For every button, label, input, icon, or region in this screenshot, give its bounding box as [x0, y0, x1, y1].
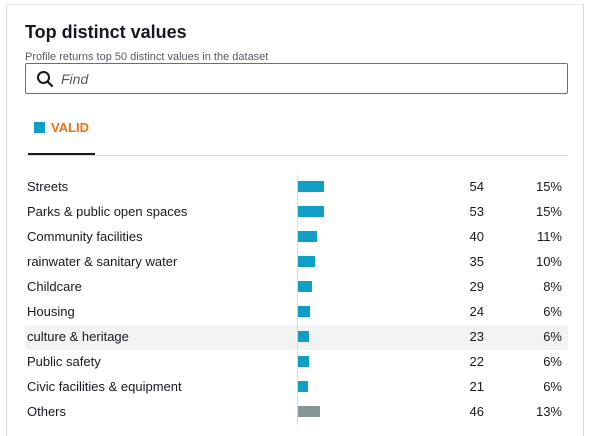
value-percent: 6%: [543, 379, 562, 394]
search-box[interactable]: [25, 63, 568, 94]
bar-axis: [297, 325, 298, 350]
bar-axis: [297, 175, 298, 200]
value-percent: 13%: [535, 404, 562, 419]
value-count: 53: [469, 204, 484, 219]
value-bar: [298, 181, 324, 192]
top-distinct-values-panel: Top distinct values Profile returns top …: [6, 4, 584, 436]
bar-axis: [297, 350, 298, 375]
value-count: 21: [469, 379, 484, 394]
search-input[interactable]: [61, 70, 541, 87]
bar-axis: [297, 300, 298, 325]
value-row: culture & heritage 23 6%: [25, 325, 568, 350]
value-bar: [298, 356, 309, 367]
value-percent: 15%: [535, 179, 562, 194]
value-name: Parks & public open spaces: [27, 204, 188, 219]
value-percent: 6%: [543, 354, 562, 369]
value-name: Housing: [27, 304, 75, 319]
value-name: Civic facilities & equipment: [27, 379, 182, 394]
valid-swatch-icon: [34, 121, 45, 133]
value-row: Housing 24 6%: [25, 300, 568, 325]
value-count: 29: [469, 279, 484, 294]
value-percent: 6%: [543, 329, 562, 344]
bar-axis: [297, 400, 298, 425]
bar-axis: [297, 200, 298, 225]
tab-valid[interactable]: VALID: [28, 115, 95, 155]
value-percent: 15%: [535, 204, 562, 219]
bar-axis: [297, 275, 298, 300]
value-bar: [298, 281, 312, 292]
value-row: Public safety 22 6%: [25, 350, 568, 375]
value-name: Community facilities: [27, 229, 143, 244]
search-icon: [36, 70, 54, 88]
tab-valid-label: VALID: [51, 119, 90, 135]
value-bar: [298, 306, 310, 317]
value-name: Public safety: [27, 354, 101, 369]
value-bar: [298, 256, 315, 267]
value-count: 54: [469, 179, 484, 194]
value-row: Childcare 29 8%: [25, 275, 568, 300]
value-name: rainwater & sanitary water: [27, 254, 178, 269]
value-name: Others: [27, 404, 67, 419]
value-bar: [298, 381, 308, 392]
value-percent: 10%: [535, 254, 562, 269]
value-bar: [298, 231, 317, 242]
value-percent: 8%: [543, 279, 562, 294]
value-count: 46: [469, 404, 484, 419]
tab-bar: VALID: [25, 115, 568, 156]
bar-axis: [297, 225, 298, 250]
value-count: 24: [469, 304, 484, 319]
value-count: 22: [469, 354, 484, 369]
value-name: culture & heritage: [27, 329, 129, 344]
distinct-values-list: Streets 54 15% Parks & public open spaces 53…: [25, 175, 568, 425]
value-row: rainwater & sanitary water 35 10%: [25, 250, 568, 275]
value-row: Community facilities 40 11%: [25, 225, 568, 250]
value-percent: 11%: [536, 229, 562, 244]
value-row: Others 46 13%: [25, 400, 568, 425]
value-bar: [298, 206, 324, 217]
value-count: 35: [469, 254, 484, 269]
value-name: Childcare: [27, 279, 82, 294]
bar-axis: [297, 250, 298, 275]
panel-title: Top distinct values: [25, 22, 187, 42]
value-name: Streets: [27, 179, 69, 194]
value-bar: [298, 331, 309, 342]
value-bar: [298, 406, 320, 417]
panel-subtitle: Profile returns top 50 distinct values i…: [25, 51, 269, 63]
value-count: 40: [469, 229, 484, 244]
value-count: 23: [469, 329, 484, 344]
value-row: Streets 54 15%: [25, 175, 568, 200]
value-row: Parks & public open spaces 53 15%: [25, 200, 568, 225]
value-percent: 6%: [543, 304, 562, 319]
value-row: Civic facilities & equipment 21 6%: [25, 375, 568, 400]
bar-axis: [297, 375, 298, 400]
